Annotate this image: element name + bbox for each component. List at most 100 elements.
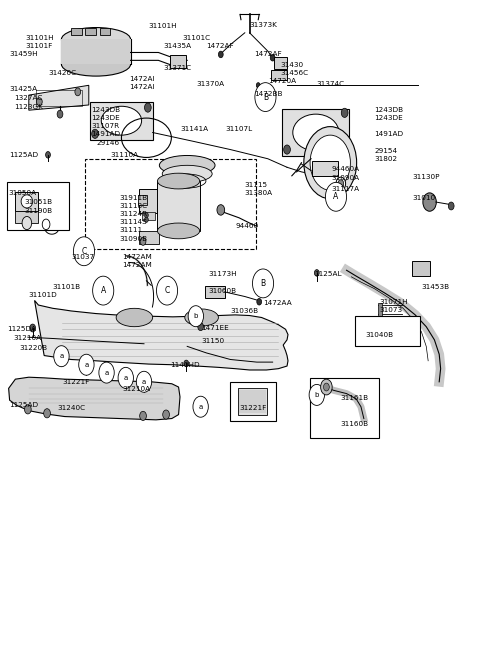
Text: 31459H: 31459H [10,51,38,58]
Text: 1472AI: 1472AI [130,75,155,82]
Ellipse shape [101,106,142,135]
Polygon shape [35,300,288,370]
Bar [271,70,287,80]
Text: 1472AA: 1472AA [263,300,292,306]
Text: 31373K: 31373K [250,22,277,28]
Text: 1125AD: 1125AD [10,152,39,158]
Text: B: B [261,279,265,288]
Text: 31036B: 31036B [230,308,259,314]
Ellipse shape [162,165,212,182]
Text: 31210A: 31210A [122,386,151,392]
Circle shape [255,83,276,112]
Text: 31101H: 31101H [149,23,178,30]
Bar [170,55,186,68]
Text: 94460A: 94460A [331,166,360,173]
Text: 31111: 31111 [119,226,142,233]
Text: 31107R: 31107R [91,123,120,129]
Text: C: C [165,286,169,295]
Text: a: a [105,369,108,376]
Text: A: A [334,192,338,201]
Circle shape [217,205,225,215]
Text: 31090B: 31090B [119,236,147,242]
Text: 1140HD: 1140HD [170,361,200,368]
Text: 31101H: 31101H [25,35,54,41]
Text: 31380A: 31380A [245,190,273,196]
Bar [61,39,131,64]
Circle shape [36,98,42,106]
Circle shape [73,237,95,266]
Circle shape [256,92,261,98]
Text: 31425A: 31425A [10,85,38,92]
Circle shape [57,110,63,118]
Circle shape [336,177,346,190]
Circle shape [198,323,204,331]
Text: 1472AF: 1472AF [206,43,234,49]
Text: 1125AL: 1125AL [314,271,342,277]
Bar [100,28,110,35]
Text: 1472AM: 1472AM [122,262,152,268]
Bar [312,161,338,176]
Text: 31374C: 31374C [317,81,345,87]
Bar [310,378,379,438]
Ellipse shape [61,52,131,76]
Text: 1125AD: 1125AD [10,401,39,408]
Bar [71,28,82,35]
Bar [85,28,96,35]
Circle shape [163,410,169,419]
Text: 31124R: 31124R [119,211,147,217]
Circle shape [144,103,151,112]
Circle shape [46,152,50,158]
Text: 31190B: 31190B [24,208,52,215]
Circle shape [321,379,332,395]
Text: 31101F: 31101F [25,43,53,49]
Text: 31050A: 31050A [9,190,37,196]
Text: 31110A: 31110A [110,152,139,158]
Circle shape [140,237,146,245]
Ellipse shape [159,155,215,175]
Circle shape [156,276,178,305]
Circle shape [144,213,148,218]
Text: a: a [142,379,146,385]
Bar [274,57,287,69]
Text: 1123GK: 1123GK [14,104,43,110]
Circle shape [423,193,436,211]
Circle shape [188,306,204,327]
Bar [239,390,266,413]
Text: 1472BB: 1472BB [254,91,283,97]
Circle shape [118,367,133,388]
Text: 31221F: 31221F [239,405,266,411]
Circle shape [140,411,146,420]
Text: 31370A: 31370A [197,81,225,87]
Text: 94460: 94460 [235,222,258,229]
Circle shape [22,216,32,230]
Text: 1491AD: 1491AD [374,131,404,137]
Text: 31101B: 31101B [53,284,81,291]
Text: B: B [263,92,268,102]
Circle shape [136,371,152,392]
Text: a: a [60,353,63,359]
Circle shape [284,145,290,154]
Text: 31173H: 31173H [209,271,238,277]
Text: 1243DB: 1243DB [374,107,404,113]
Circle shape [252,269,274,298]
Circle shape [93,276,114,305]
Text: 1327AC: 1327AC [14,94,43,101]
Text: a: a [199,403,203,410]
Text: 31010: 31010 [413,195,436,201]
Text: 31456C: 31456C [281,70,309,76]
Circle shape [99,362,114,383]
Ellipse shape [185,309,218,326]
Text: 31107L: 31107L [226,126,253,133]
Text: 31435A: 31435A [163,43,192,49]
Bar [90,102,153,140]
Text: 1472AI: 1472AI [130,83,155,90]
Circle shape [309,384,324,405]
Bar [15,192,38,211]
Text: 1243DE: 1243DE [374,115,403,121]
Ellipse shape [293,114,339,151]
Bar [378,303,382,316]
Text: 31911B: 31911B [119,195,147,201]
Bar [238,388,267,415]
Text: 31101C: 31101C [182,35,211,41]
Circle shape [54,346,69,367]
